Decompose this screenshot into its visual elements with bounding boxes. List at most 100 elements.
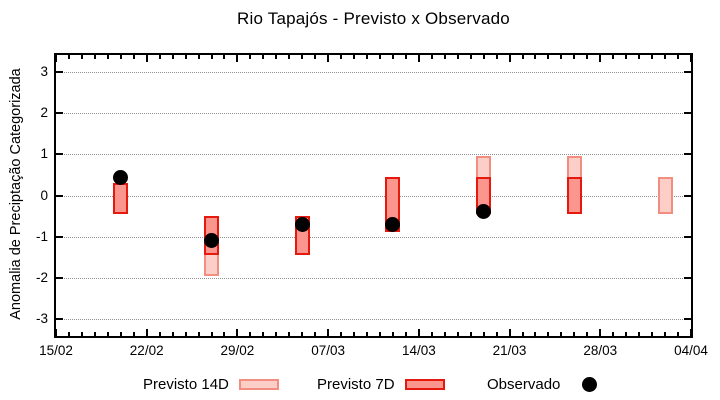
x-tick-minor [353, 332, 356, 336]
x-tick-minor-top [288, 55, 291, 59]
legend-item-observado: Observado [487, 372, 598, 396]
x-tick-minor-top [456, 55, 459, 59]
chart-title: Rio Tapajós - Previsto x Observado [237, 9, 510, 28]
y-tick-label: 2 [40, 105, 48, 121]
x-tick-minor [301, 332, 304, 336]
x-tick-major-top [327, 55, 330, 62]
gridline-y3 [58, 72, 689, 74]
x-tick-minor-top [262, 55, 265, 59]
y-tick-right [684, 112, 691, 115]
x-tick-minor [171, 332, 174, 336]
x-tick-minor-top [547, 55, 550, 59]
y-tick-left [56, 112, 63, 115]
x-tick-minor-top [80, 55, 83, 59]
observado-dot [113, 169, 129, 185]
legend-label-previsto-7d: Previsto 7D [317, 375, 395, 393]
x-tick-label: 15/02 [39, 343, 73, 358]
legend-observado-dot-icon [582, 376, 598, 392]
x-tick-minor-top [391, 55, 394, 59]
gridline-y-3 [58, 318, 689, 320]
gridline-y2 [58, 113, 689, 115]
x-tick-minor-top [301, 55, 304, 59]
observado-dot [476, 204, 492, 220]
x-tick-minor-top [521, 55, 524, 59]
y-tick-right [684, 71, 691, 74]
x-tick-minor-top [366, 55, 369, 59]
legend-label-previsto-14d: Previsto 14D [143, 375, 229, 393]
x-tick-label: 04/04 [674, 343, 708, 358]
x-tick-major [599, 329, 602, 336]
y-tick-right [684, 317, 691, 320]
y-tick-right [684, 276, 691, 279]
y-tick-label: -1 [35, 228, 48, 244]
x-tick-minor [521, 332, 524, 336]
x-tick-label: 28/03 [583, 343, 618, 358]
x-tick-minor [210, 332, 213, 336]
x-tick-minor [197, 332, 200, 336]
x-tick-minor-top [210, 55, 213, 59]
x-tick-minor [80, 332, 83, 336]
y-tick-left [56, 317, 63, 320]
x-tick-minor-top [469, 55, 472, 59]
x-tick-minor-top [119, 55, 122, 59]
bar-previsto-7d [566, 177, 582, 214]
x-tick-minor-top [340, 55, 343, 59]
x-tick-minor-top [651, 55, 654, 59]
x-tick-minor-top [184, 55, 187, 59]
x-tick-minor [612, 332, 615, 336]
legend-item-previsto-14d: Previsto 14D [143, 372, 279, 396]
x-tick-minor-top [664, 55, 667, 59]
x-tick-major-top [145, 55, 148, 62]
y-tick-right [684, 194, 691, 197]
chart-legend: Previsto 14D Previsto 7D Observado [0, 372, 720, 396]
x-tick-minor [119, 332, 122, 336]
y-tick-left [56, 71, 63, 74]
x-tick-minor-top [353, 55, 356, 59]
x-tick-minor [158, 332, 161, 336]
legend-swatch-previsto-7d [404, 378, 445, 390]
plot-frame [54, 53, 693, 338]
legend-label-observado: Observado [487, 375, 561, 393]
x-tick-minor [430, 332, 433, 336]
x-tick-label: 21/03 [492, 343, 527, 358]
x-tick-label: 07/03 [311, 343, 346, 358]
x-tick-label: 22/02 [129, 343, 164, 358]
x-tick-major [327, 329, 330, 336]
x-tick-label: 14/03 [401, 343, 436, 358]
x-tick-minor [249, 332, 252, 336]
x-tick-minor-top [171, 55, 174, 59]
x-tick-minor [340, 332, 343, 336]
y-tick-left [56, 194, 63, 197]
x-tick-label: 29/02 [220, 343, 255, 358]
y-tick-right [684, 153, 691, 156]
x-tick-minor [404, 332, 407, 336]
x-tick-minor [534, 332, 537, 336]
x-tick-major [145, 329, 148, 336]
x-tick-major-top [599, 55, 602, 62]
x-tick-minor [482, 332, 485, 336]
y-tick-left [56, 276, 63, 279]
x-tick-minor [625, 332, 628, 336]
x-tick-minor-top [573, 55, 576, 59]
x-tick-minor-top [430, 55, 433, 59]
x-tick-minor [366, 332, 369, 336]
y-tick-label: -3 [35, 310, 48, 326]
x-tick-minor [495, 332, 498, 336]
x-tick-minor [469, 332, 472, 336]
x-tick-major [55, 329, 57, 336]
x-tick-minor [664, 332, 667, 336]
x-tick-minor [314, 332, 317, 336]
x-tick-minor [677, 332, 680, 336]
x-tick-minor-top [443, 55, 446, 59]
x-tick-minor-top [275, 55, 278, 59]
y-tick-label: -2 [35, 269, 48, 285]
y-tick-left [56, 153, 63, 156]
bar-previsto-7d [113, 183, 129, 214]
x-tick-major [417, 329, 420, 336]
x-tick-minor-top [586, 55, 589, 59]
x-tick-minor [456, 332, 459, 336]
x-tick-minor [184, 332, 187, 336]
legend-item-previsto-7d: Previsto 7D [317, 372, 445, 396]
x-tick-minor-top [534, 55, 537, 59]
x-tick-minor [443, 332, 446, 336]
